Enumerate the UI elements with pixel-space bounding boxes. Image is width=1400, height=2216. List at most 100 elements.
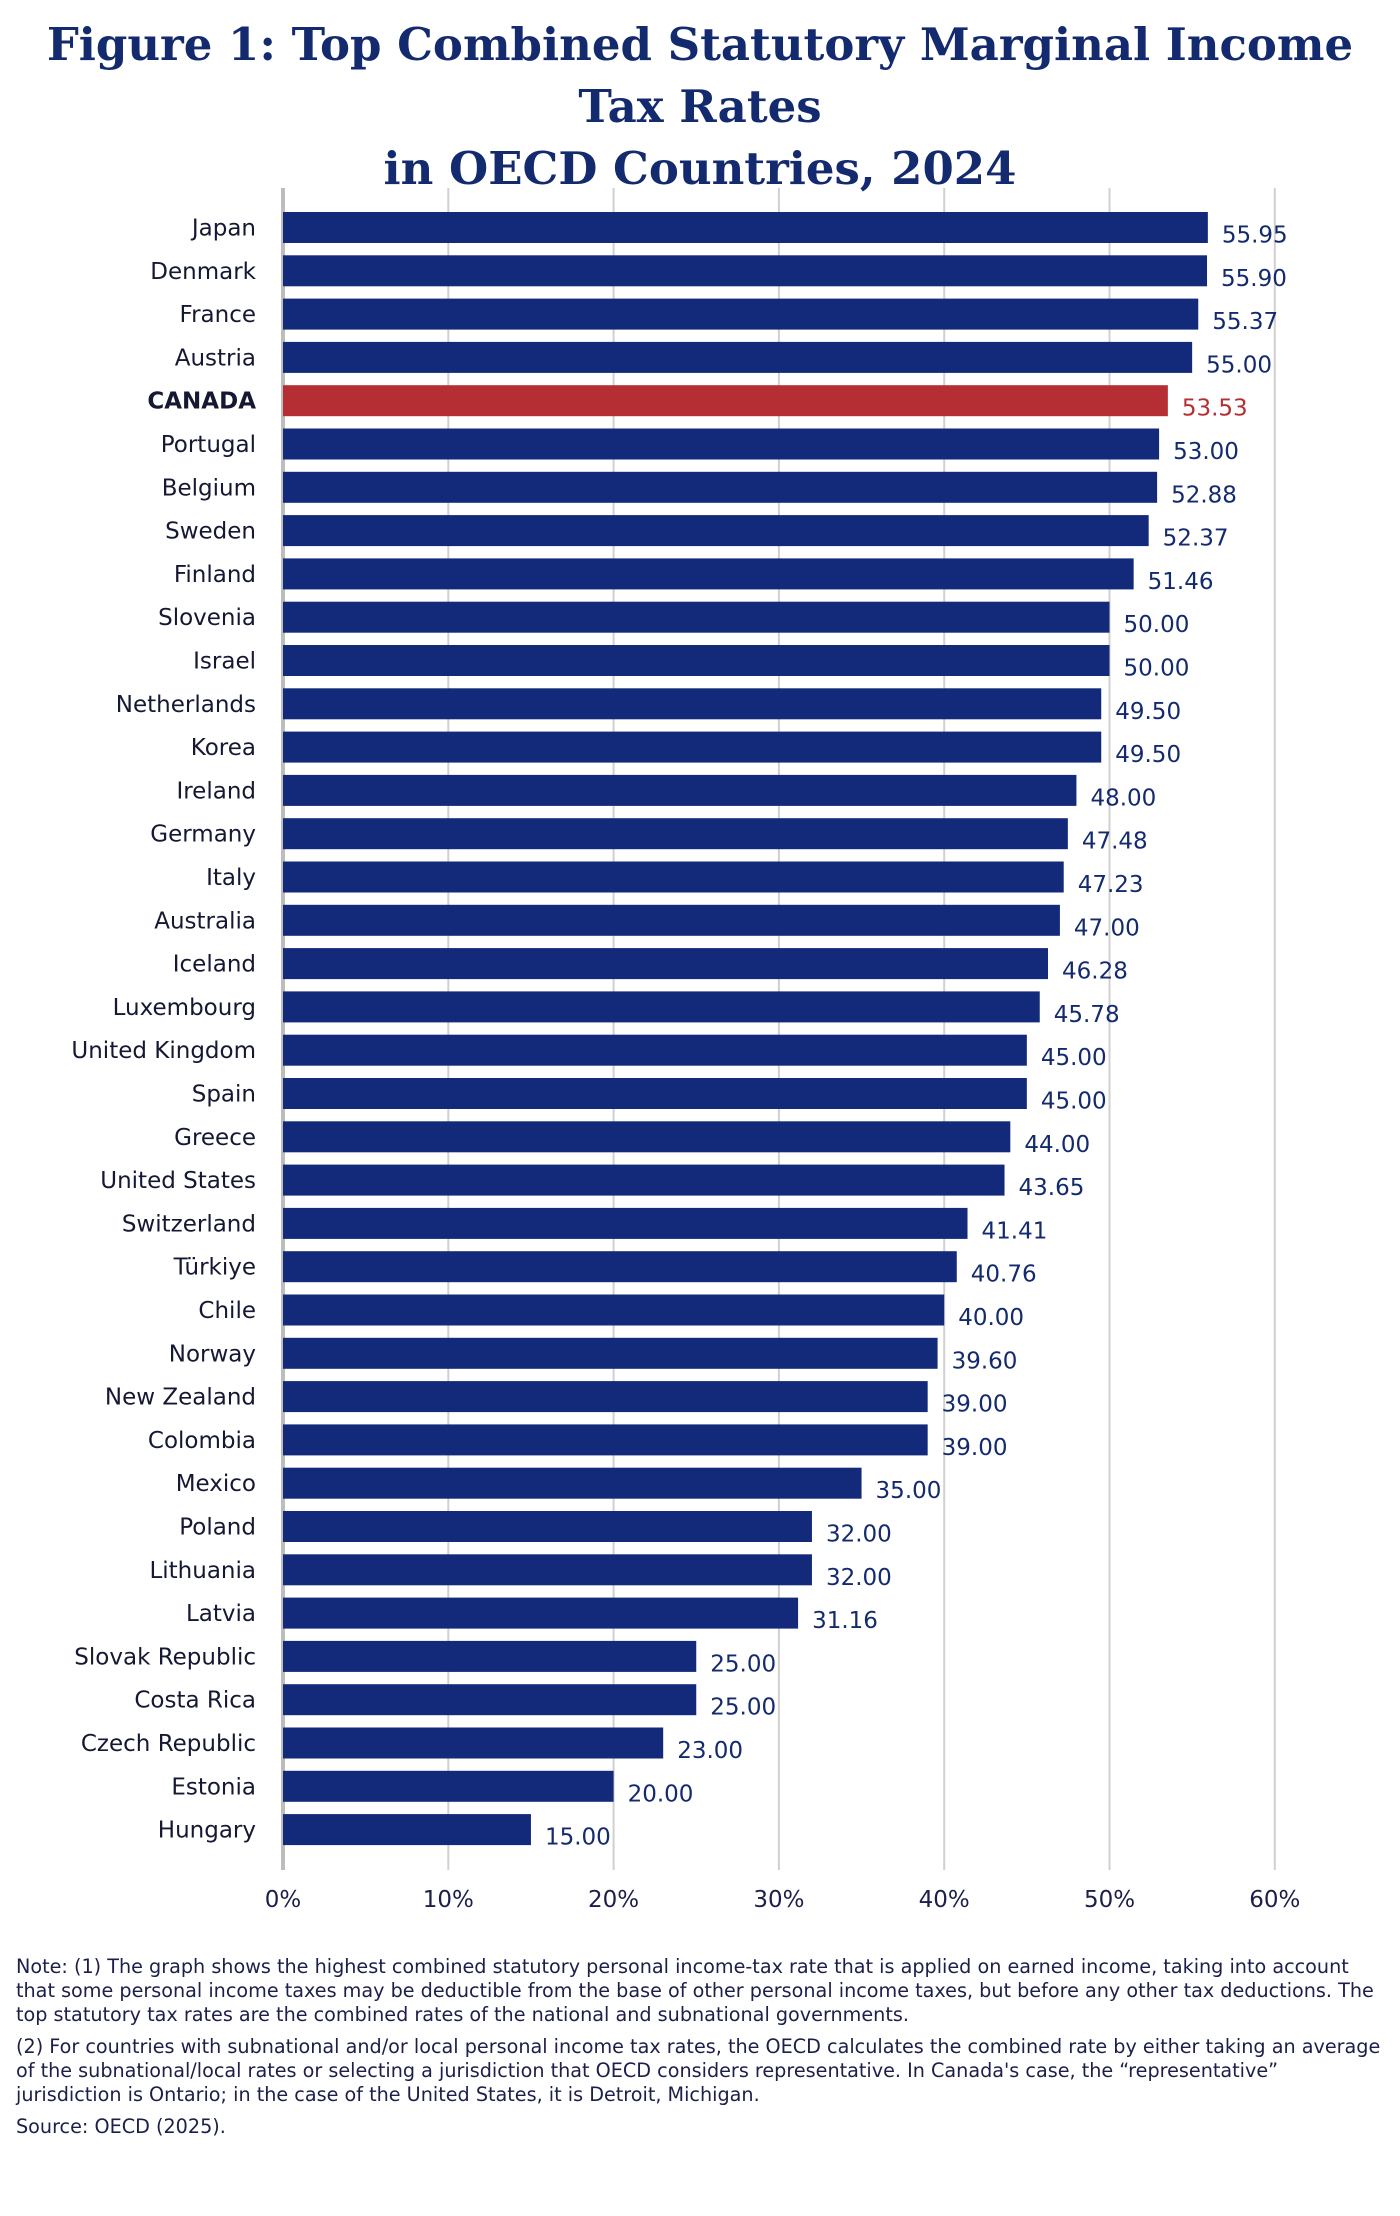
chart-title-line-2: in OECD Countries, 2024 [383,142,1017,195]
value-label: 35.00 [876,1478,942,1504]
value-label: 41.41 [982,1218,1048,1244]
bar [283,1078,1027,1109]
bar [283,1121,1011,1153]
category-label: Costa Rica [134,1688,256,1714]
x-tick-label: 0% [265,1887,302,1913]
category-label: Netherlands [116,692,256,718]
bar [283,1207,968,1239]
value-label: 55.95 [1222,223,1288,249]
value-label: 55.37 [1212,309,1278,335]
x-tick-label: 20% [588,1887,639,1913]
gridlines [281,188,1276,1870]
category-label: Korea [191,735,256,761]
category-label: United Kingdom [71,1038,256,1064]
category-label: Lithuania [149,1558,256,1584]
value-label: 39.00 [942,1392,1008,1418]
bar [283,1294,945,1326]
value-label: 55.00 [1206,352,1272,378]
value-label: 45.78 [1054,1002,1120,1028]
category-label: Greece [174,1125,256,1151]
bar [283,212,1208,243]
bar [283,1337,938,1369]
category-label: Iceland [173,952,256,978]
value-label: 25.00 [710,1651,776,1677]
bar [283,818,1068,850]
category-label: Australia [154,908,256,934]
bar [283,1381,928,1413]
category-label: Japan [190,216,256,242]
bar [283,1640,697,1672]
category-label: Italy [206,865,256,891]
bar [283,1164,1005,1196]
bar [283,1814,531,1846]
value-label: 49.50 [1115,699,1181,725]
bar [283,1727,664,1759]
value-label: 50.00 [1124,612,1190,638]
value-label: 50.00 [1124,656,1190,682]
bar [283,1554,812,1586]
value-label: 31.16 [812,1608,878,1634]
category-label: Portugal [161,432,256,458]
value-label: 46.28 [1062,959,1128,985]
bar [283,904,1060,936]
bar [283,688,1102,720]
bar-chart: 0% 10% 20% 30% 40% 50% 60% Japan 55.95 Denmark 55.… [71,188,1300,1914]
notes: Note: (1) The graph shows the highest co… [16,1955,1388,2147]
category-label: Germany [150,822,256,848]
bars [283,212,1208,1846]
bar [283,1597,799,1629]
value-label: 40.76 [971,1262,1037,1288]
category-label: Türkiye [173,1255,256,1281]
category-label: Estonia [171,1774,256,1800]
value-label: 20.00 [628,1781,694,1807]
category-label: Luxembourg [113,995,256,1021]
labels: 0% 10% 20% 30% 40% 50% 60% Japan 55.95 Denmark 55.… [71,216,1300,1914]
bar [283,515,1149,547]
bar [283,861,1064,893]
value-label: 48.00 [1090,785,1156,811]
value-label: 52.37 [1163,526,1229,552]
category-label: Hungary [158,1818,256,1844]
bar [283,1467,862,1499]
bar [283,948,1049,980]
category-label: Belgium [162,475,256,501]
value-label: 43.65 [1019,1175,1085,1201]
value-label: 51.46 [1148,569,1214,595]
value-label: 32.00 [826,1565,892,1591]
bar [283,298,1199,330]
bar [283,1034,1027,1066]
bar [283,645,1110,676]
category-label: Ireland [176,778,256,804]
value-label: 44.00 [1024,1132,1090,1158]
bar [283,1251,957,1283]
bar [283,774,1077,806]
category-label: CANADA [147,389,256,415]
value-label: 53.53 [1182,396,1248,422]
category-label: Finland [174,562,256,588]
category-label: New Zealand [105,1385,256,1411]
x-tick-label: 40% [919,1887,970,1913]
source-note: Source: OECD (2025). [16,2115,226,2138]
category-label: United States [100,1168,256,1194]
bar [283,558,1134,590]
x-tick-label: 30% [753,1887,804,1913]
value-label: 45.00 [1041,1089,1107,1115]
value-label: 45.00 [1041,1045,1107,1071]
category-label: Poland [179,1515,256,1541]
value-label: 25.00 [710,1695,776,1721]
value-label: 47.23 [1078,872,1144,898]
bar [283,991,1040,1023]
bar [283,1684,697,1716]
value-label: 39.60 [952,1348,1018,1374]
bar [283,731,1102,763]
bar [283,341,1193,373]
value-label: 49.50 [1115,742,1181,768]
bar [283,255,1208,287]
category-label: Austria [175,345,256,371]
value-label: 40.00 [958,1305,1024,1331]
category-label: Chile [198,1298,256,1324]
value-label: 39.00 [942,1435,1008,1461]
category-label: Denmark [150,259,256,285]
value-label: 23.00 [677,1738,743,1764]
value-label: 52.88 [1171,482,1237,508]
